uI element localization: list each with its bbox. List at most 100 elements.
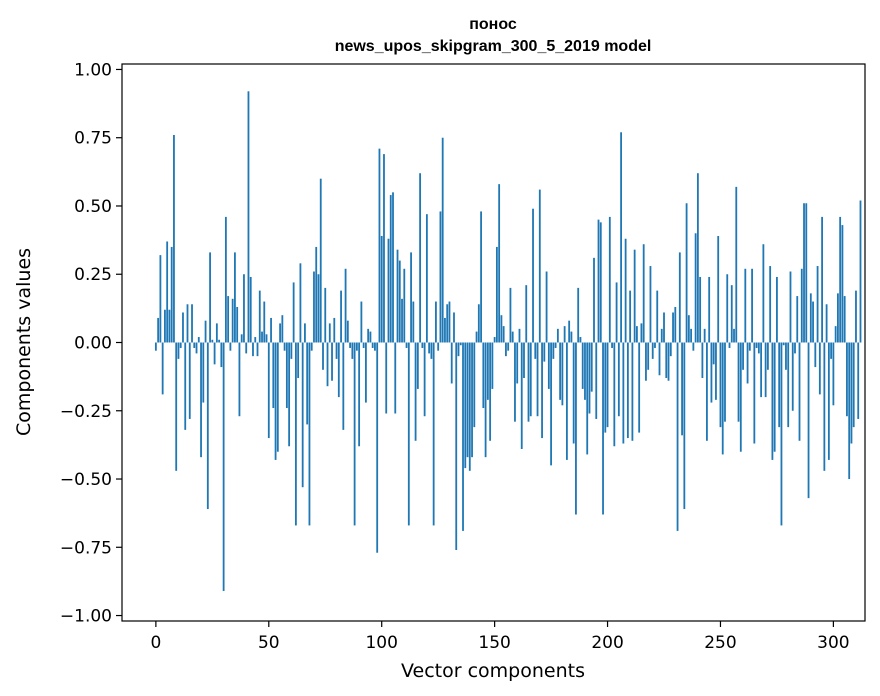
y-axis-label: Components values [13,248,35,436]
bar-96 [371,342,374,348]
bar-261 [744,268,747,343]
bar-249 [717,236,720,343]
bar-97 [374,342,376,351]
bar-3 [161,342,164,395]
bar-162 [520,342,523,449]
bar-94 [367,328,370,343]
bar-13 [184,342,187,430]
y-tick-label: 0.00 [74,334,112,354]
bar-213 [636,326,638,343]
bar-27 [215,323,218,343]
y-tick-label: 0.75 [74,129,112,149]
bar-93 [365,342,367,403]
bar-277 [780,342,783,526]
bar-257 [735,186,738,343]
bar-289 [807,342,810,499]
bar-267 [757,342,760,354]
bar-173 [545,271,548,343]
bar-99 [378,148,381,343]
bar-258 [737,342,740,422]
bar-103 [387,238,390,343]
bar-251 [721,342,724,455]
bar-263 [748,342,751,351]
bar-73 [319,178,322,343]
bar-107 [396,249,399,343]
bar-57 [283,342,286,351]
bar-33 [229,342,232,351]
bar-175 [550,342,552,466]
bar-42 [249,276,252,343]
bar-53 [274,342,277,460]
bar-87 [351,342,354,359]
bar-288 [805,203,808,343]
bar-312 [859,200,862,343]
bar-105 [392,192,394,343]
bar-146 [484,342,487,458]
bar-163 [523,342,525,378]
bar-149 [491,342,494,389]
bar-184 [570,331,573,343]
bar-239 [694,233,697,343]
bar-14 [186,304,189,343]
bar-165 [527,342,530,422]
bar-220 [651,342,654,359]
bar-129 [446,304,449,343]
bar-294 [818,342,821,395]
bar-179 [559,342,562,400]
bar-260 [742,342,744,370]
bar-22 [204,320,207,343]
bar-297 [825,304,828,343]
bar-201 [608,216,611,343]
bar-244 [706,342,708,441]
bar-34 [231,298,234,343]
bar-185 [572,342,575,444]
bar-226 [665,342,668,378]
bar-197 [599,222,602,343]
bar-81 [337,342,340,398]
bar-168 [534,342,537,359]
bar-217 [645,342,647,381]
bar-61 [292,282,295,343]
bar-59 [288,342,291,447]
bar-46 [258,290,261,343]
bar-145 [482,342,485,409]
bar-32 [227,296,230,343]
x-tick-label: 50 [258,633,280,653]
chart-title-line1: понос [469,16,517,33]
bar-141 [473,342,476,428]
bar-262 [746,342,749,384]
bar-292 [814,342,817,368]
bar-140 [471,342,473,458]
bar-222 [656,290,659,343]
bar-83 [342,342,345,430]
bar-205 [617,342,620,417]
bar-62 [294,342,297,526]
bar-66 [304,323,306,343]
bar-218 [647,342,650,370]
bar-271 [766,342,769,370]
bar-308 [850,342,853,444]
bar-254 [728,342,731,348]
bar-224 [660,328,663,343]
bar-189 [581,342,584,389]
bar-127 [441,137,444,343]
bar-282 [791,342,794,411]
x-tick-label: 250 [704,633,736,653]
bar-192 [588,342,591,414]
bar-193 [590,342,593,392]
bar-203 [613,342,616,447]
bar-253 [726,274,729,343]
bar-132 [453,312,455,343]
bar-164 [525,285,528,343]
bar-77 [328,323,331,343]
bar-307 [848,342,851,480]
y-tick-label: 1.00 [74,60,112,80]
bar-91 [360,301,363,343]
bar-178 [556,328,559,343]
bar-259 [739,342,742,452]
bar-123 [432,342,435,526]
x-tick-label: 150 [478,633,510,653]
bar-75 [324,287,327,343]
bar-269 [762,244,765,343]
bar-174 [547,342,550,389]
